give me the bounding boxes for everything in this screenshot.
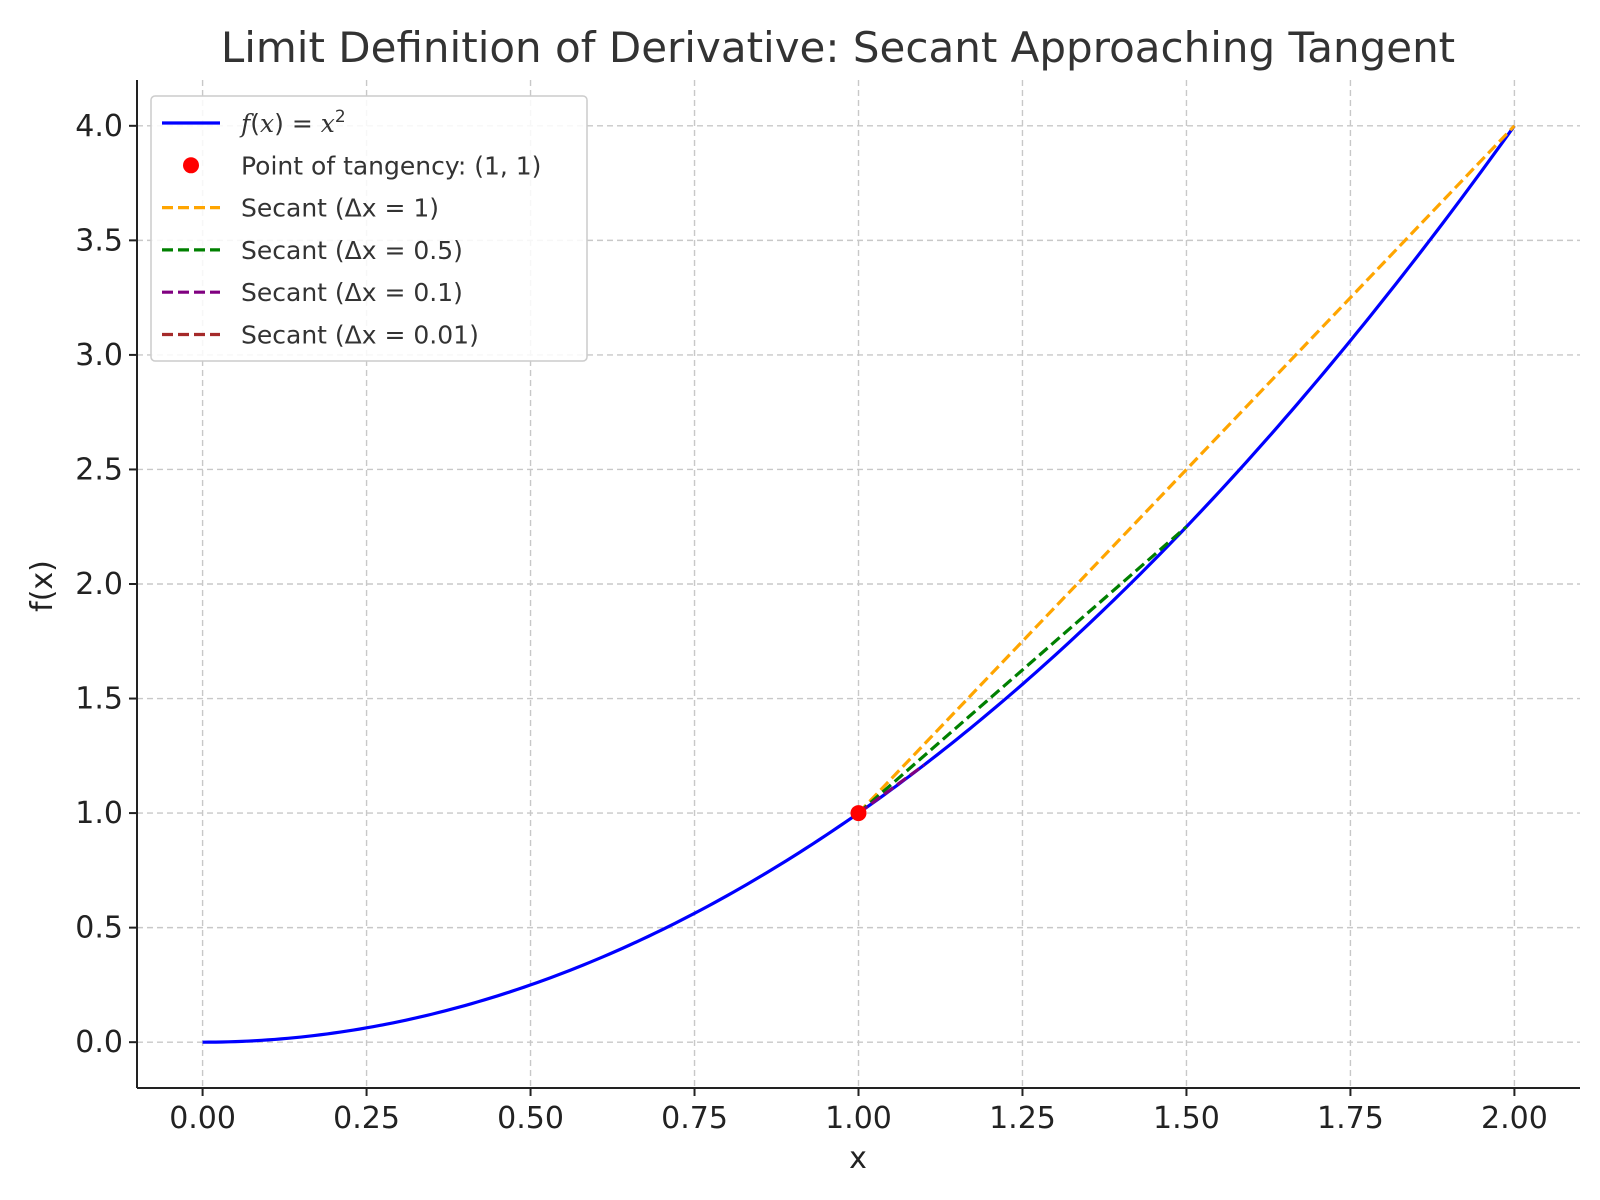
y-tick-label: 2.5 <box>75 452 123 487</box>
y-tick-label: 3.5 <box>75 223 123 258</box>
x-tick-label: 1.25 <box>989 1101 1056 1136</box>
legend-label-secant-3: Secant (Δx = 0.1) <box>241 278 463 307</box>
x-tick-label: 1.75 <box>1317 1101 1384 1136</box>
legend-swatch-point <box>183 157 199 174</box>
y-tick-label: 0.5 <box>75 911 123 946</box>
legend-label-secant-4: Secant (Δx = 0.01) <box>241 321 479 350</box>
legend: f(x) = x2 Point of tangency: (1, 1) Secant… <box>150 95 588 362</box>
x-tick-label: 1.50 <box>1153 1101 1220 1136</box>
legend-label-function: f(x) = x2 <box>239 107 346 138</box>
y-tick-label: 1.5 <box>75 682 123 717</box>
x-tick-label: 0.25 <box>333 1101 400 1136</box>
y-axis-label: f(x) <box>25 560 60 612</box>
y-tick-label: 2.0 <box>75 567 123 602</box>
chart-title: Limit Definition of Derivative: Secant A… <box>221 23 1455 72</box>
y-tick-label: 1.0 <box>75 796 123 831</box>
x-axis-label: x <box>849 1141 867 1176</box>
y-tick-label: 4.0 <box>75 109 123 144</box>
tangency-point <box>850 805 867 822</box>
x-tick-label: 0.00 <box>169 1101 236 1136</box>
y-tick-label: 0.0 <box>75 1025 123 1060</box>
legend-label-secant-1: Secant (Δx = 1) <box>241 194 439 223</box>
y-tick-label: 3.0 <box>75 338 123 373</box>
plot-lines <box>202 124 1516 1044</box>
ticks: 0.00 0.25 0.50 0.75 1.00 1.25 1.50 1.75 2.00 0.0 0… <box>75 109 1548 1136</box>
x-tick-label: 2.00 <box>1481 1101 1548 1136</box>
legend-label-point: Point of tangency: (1, 1) <box>241 151 541 180</box>
secant-line-1 <box>857 124 1516 815</box>
x-tick-label: 0.50 <box>497 1101 564 1136</box>
legend-label-secant-2: Secant (Δx = 0.5) <box>241 236 463 265</box>
legend-frame <box>150 95 588 362</box>
x-tick-label: 1.00 <box>825 1101 892 1136</box>
secant-line-2 <box>857 525 1188 815</box>
x-tick-label: 0.75 <box>661 1101 728 1136</box>
secant-line-3 <box>857 763 926 815</box>
